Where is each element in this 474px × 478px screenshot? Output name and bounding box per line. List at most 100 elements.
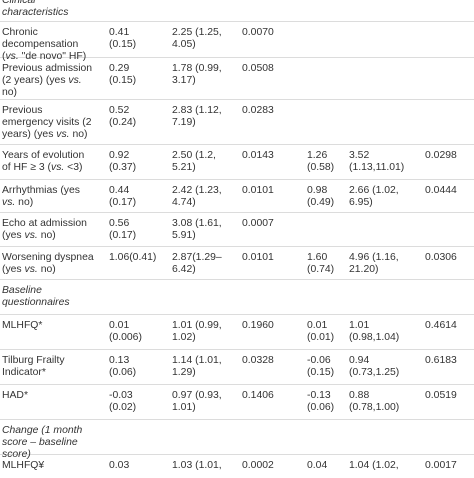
label-part: <3)	[64, 162, 83, 173]
value-cell-c1: 0.92 (0.37)	[109, 150, 137, 173]
value-cell-c6: 0.0444	[425, 185, 457, 196]
value-cell-c3: 0.0283	[242, 105, 274, 116]
label-part: MLHFQ*	[2, 320, 43, 331]
value-cell-c6: 0.0306	[425, 252, 457, 263]
label-part: no)	[2, 87, 18, 98]
value-cell-c1: 0.41 (0.15)	[109, 27, 137, 50]
label-part: Arrhythmias (yes	[2, 185, 80, 196]
table-row: HAD* -0.03 (0.02) 0.97 (0.93, 1.01) 0.1406 -…	[0, 384, 474, 420]
value-cell-c6: 0.0298	[425, 150, 457, 161]
value-cell-c5: 1.04 (1.02,	[349, 460, 399, 471]
value-cell-c2: 1.03 (1.01,	[172, 460, 222, 471]
value-cell-c1: 1.06(0.41)	[109, 252, 157, 263]
value-cell-c2: 2.50 (1.2, 5.21)	[172, 150, 216, 173]
value-cell-c2: 2.25 (1.25, 4.05)	[172, 27, 222, 50]
label-part: no)	[15, 197, 34, 208]
table-row: MLHFQ* 0.01 (0.006) 1.01 (0.99, 1.02) 0.196…	[0, 314, 474, 350]
section-heading: Baseline questionnaires	[2, 285, 70, 308]
label-part: vs.	[24, 230, 38, 241]
value-cell-c4: 1.26 (0.58)	[307, 150, 335, 173]
variable-label: Arrhythmias (yes vs. no)	[2, 185, 102, 209]
table-row: Years of evolution of HF ≥ 3 (vs. <3) 0.9…	[0, 144, 474, 180]
variable-label: Previous emergency visits (2 years) (yes…	[2, 105, 102, 141]
variable-label: MLHFQ¥	[2, 460, 102, 472]
section-row: Change (1 month score – baseline score)	[0, 419, 474, 460]
variable-label: Years of evolution of HF ≥ 3 (vs. <3)	[2, 150, 102, 174]
label-part: HAD*	[2, 390, 28, 401]
label-part: vs.	[68, 75, 82, 86]
value-cell-c2: 3.08 (1.61, 5.91)	[172, 218, 222, 241]
section-row: Baseline questionnaires	[0, 279, 474, 315]
value-cell-c3: 0.0328	[242, 355, 274, 366]
value-cell-c2: 0.97 (0.93, 1.01)	[172, 390, 222, 413]
value-cell-c2: 2.42 (1.23, 4.74)	[172, 185, 222, 208]
label-part: Previous emergency visits (2 years) (yes	[2, 105, 92, 140]
value-cell-c4: -0.13 (0.06)	[307, 390, 335, 413]
value-cell-c1: 0.44 (0.17)	[109, 185, 137, 208]
label-part: Worsening dyspnea (yes	[2, 252, 94, 275]
value-cell-c5: 0.88 (0.78,1.00)	[349, 390, 400, 413]
variable-label: Previous admission (2 years) (yes vs. no…	[2, 63, 102, 99]
value-cell-c4: -0.06 (0.15)	[307, 355, 335, 378]
label-part: no)	[69, 129, 88, 140]
table-row: Previous admission (2 years) (yes vs. no…	[0, 57, 474, 100]
value-cell-c1: 0.13 (0.06)	[109, 355, 137, 378]
value-cell-c2: 1.78 (0.99, 3.17)	[172, 63, 222, 86]
value-cell-c3: 0.0143	[242, 150, 274, 161]
label-part: Tilburg Frailty Indicator*	[2, 355, 65, 378]
label-part: vs.	[24, 264, 38, 275]
value-cell-c1: 0.01 (0.006)	[109, 320, 142, 343]
table-row: Chronic decompensation (vs. "de novo" HF…	[0, 21, 474, 62]
value-cell-c6: 0.6183	[425, 355, 457, 366]
value-cell-c1: 0.29 (0.15)	[109, 63, 137, 86]
value-cell-c3: 0.0070	[242, 27, 274, 38]
variable-label: MLHFQ*	[2, 320, 102, 332]
value-cell-c3: 0.0508	[242, 63, 274, 74]
table-row: Previous emergency visits (2 years) (yes…	[0, 99, 474, 145]
value-cell-c5: 0.94 (0.73,1.25)	[349, 355, 400, 378]
value-cell-c4: 0.04	[307, 460, 328, 471]
label-part: Previous admission (2 years) (yes	[2, 63, 93, 86]
value-cell-c1: 0.56 (0.17)	[109, 218, 137, 241]
label-part: vs.	[51, 162, 65, 173]
variable-label: HAD*	[2, 390, 102, 402]
label-part: Chronic decompensation (	[2, 27, 79, 62]
value-cell-c3: 0.1406	[242, 390, 274, 401]
value-cell-c3: 0.0101	[242, 252, 274, 263]
table-row: Tilburg Frailty Indicator* 0.13 (0.06) 1.1…	[0, 349, 474, 385]
value-cell-c2: 2.83 (1.12, 7.19)	[172, 105, 222, 128]
value-cell-c1: 0.52 (0.24)	[109, 105, 137, 128]
value-cell-c5: 4.96 (1.16, 21.20)	[349, 252, 399, 275]
label-part: no)	[37, 264, 56, 275]
value-cell-c6: 0.4614	[425, 320, 457, 331]
value-cell-c3: 0.0101	[242, 185, 274, 196]
label-part: vs.	[2, 197, 16, 208]
value-cell-c1: -0.03 (0.02)	[109, 390, 137, 413]
table-row: Arrhythmias (yes vs. no) 0.44 (0.17) 2.42 …	[0, 179, 474, 213]
value-cell-c4: 0.01 (0.01)	[307, 320, 335, 343]
label-part: MLHFQ¥	[2, 460, 45, 471]
label-part: no)	[37, 230, 56, 241]
variable-label: Worsening dyspnea (yes vs. no)	[2, 252, 102, 276]
variable-label: Chronic decompensation (vs. "de novo" HF…	[2, 27, 102, 63]
table-row: Worsening dyspnea (yes vs. no) 1.06(0.41)…	[0, 246, 474, 280]
label-part: vs.	[5, 51, 19, 62]
value-cell-c3: 0.1960	[242, 320, 274, 331]
value-cell-c3: 0.0002	[242, 460, 274, 471]
label-part: Years of evolution of HF ≥ 3 (	[2, 150, 85, 173]
value-cell-c2: 1.01 (0.99, 1.02)	[172, 320, 222, 343]
value-cell-c5: 1.01 (0.98,1.04)	[349, 320, 400, 343]
value-cell-c6: 0.0519	[425, 390, 457, 401]
label-part: Echo at admission (yes	[2, 218, 87, 241]
section-row: Clinical characteristics	[0, 0, 474, 22]
value-cell-c1: 0.03	[109, 460, 130, 471]
section-heading: Change (1 month score – baseline score)	[2, 425, 83, 460]
value-cell-c2: 2.87(1.29– 6.42)	[172, 252, 222, 275]
label-part: "de novo" HF)	[18, 51, 87, 62]
value-cell-c4: 0.98 (0.49)	[307, 185, 335, 208]
value-cell-c5: 2.66 (1.02, 6.95)	[349, 185, 399, 208]
value-cell-c3: 0.0007	[242, 218, 274, 229]
value-cell-c6: 0.0017	[425, 460, 457, 471]
value-cell-c4: 1.60 (0.74)	[307, 252, 335, 275]
table-row: MLHFQ¥ 0.03 1.03 (1.01, 0.0002 0.04 1.04 (1.0…	[0, 454, 474, 478]
